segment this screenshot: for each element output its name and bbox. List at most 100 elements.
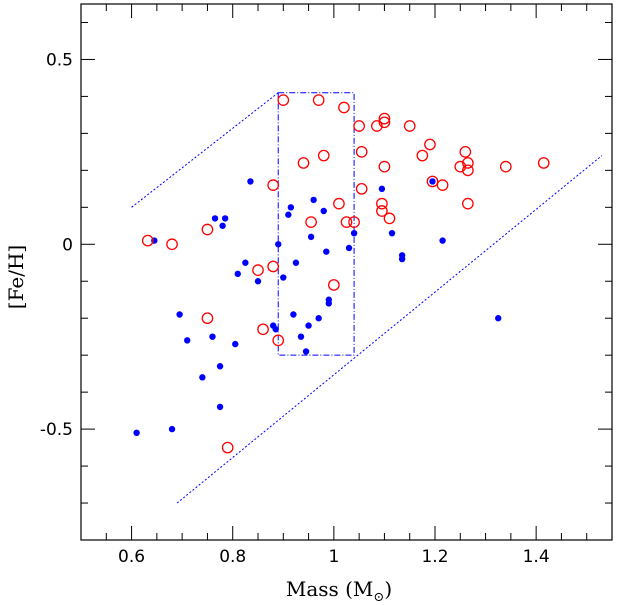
filled-point <box>219 222 226 229</box>
open-point <box>376 197 388 210</box>
filled-point <box>221 215 229 222</box>
filled-point <box>310 196 317 204</box>
open-point <box>317 149 330 162</box>
open-point <box>348 216 360 228</box>
open-point <box>499 160 512 173</box>
filled-point <box>378 185 386 193</box>
axis-ticks <box>80 4 613 541</box>
open-point <box>376 205 388 217</box>
open-point <box>166 238 178 251</box>
filled-point <box>211 215 219 222</box>
open-point <box>267 179 280 191</box>
open-point <box>333 197 345 210</box>
open-point <box>355 182 368 195</box>
plot-frame <box>80 3 613 541</box>
open-point <box>252 264 264 277</box>
selection-box <box>277 92 355 356</box>
filled-point <box>388 229 396 237</box>
filled-point <box>307 233 315 241</box>
filled-point <box>290 311 297 318</box>
y-tick-label: -0.5 <box>40 420 73 440</box>
filled-point <box>133 429 140 436</box>
x-axis-label: Mass (M⊙) <box>286 577 392 605</box>
open-point <box>454 160 467 173</box>
x-tick-label: 0.8 <box>219 547 246 567</box>
open-point <box>297 157 310 169</box>
filled-point <box>315 315 322 322</box>
filled-point <box>275 241 282 248</box>
open-point <box>426 175 439 188</box>
x-tick-label: 0.6 <box>118 547 145 567</box>
filled-point <box>216 403 224 411</box>
filled-point <box>323 248 330 255</box>
filled-point <box>292 259 300 266</box>
open-point <box>272 334 285 347</box>
filled-point <box>325 296 332 303</box>
y-tick-label: 0 <box>62 235 73 255</box>
filled-point <box>168 425 176 433</box>
filled-point <box>199 374 206 381</box>
filled-point <box>297 333 305 340</box>
filled-point <box>439 237 446 244</box>
open-point <box>353 120 365 132</box>
filled-point <box>302 348 310 355</box>
data-points <box>133 94 550 454</box>
open-point <box>462 157 474 169</box>
open-point <box>277 94 290 106</box>
filled-point <box>184 337 191 344</box>
open-point <box>462 164 474 177</box>
open-point <box>267 260 280 273</box>
diagonal-guide-line <box>176 155 603 504</box>
filled-point <box>305 322 312 329</box>
filled-point <box>285 211 292 218</box>
open-point <box>221 441 234 454</box>
tick-labels: 0.6 0.8 1 1.2 1.4 -0.5 0 0.5 <box>40 50 550 567</box>
filled-point <box>495 315 502 322</box>
filled-point <box>176 311 183 318</box>
filled-point <box>216 363 224 370</box>
open-point <box>378 112 391 125</box>
filled-point <box>209 333 216 340</box>
filled-point <box>287 204 295 211</box>
open-point <box>201 223 214 236</box>
open-point <box>370 120 383 132</box>
open-point <box>328 279 340 291</box>
guide-lines <box>131 92 603 504</box>
filled-point <box>232 340 239 348</box>
filled-point <box>234 270 241 278</box>
filled-point <box>320 207 327 215</box>
open-point <box>378 116 391 129</box>
x-tick-label: 1 <box>328 547 339 567</box>
filled-point <box>398 255 406 263</box>
diagonal-guide-line <box>131 92 279 208</box>
filled-point <box>429 178 436 185</box>
open-point <box>201 312 214 325</box>
filled-point <box>242 259 249 266</box>
x-tick-label: 1.2 <box>421 547 448 567</box>
open-point <box>416 149 429 162</box>
filled-point <box>247 178 254 185</box>
open-point <box>378 160 391 173</box>
open-point <box>383 212 396 225</box>
open-point <box>459 146 472 158</box>
filled-point <box>272 326 279 333</box>
open-point <box>257 323 269 336</box>
open-point <box>141 234 154 247</box>
open-point <box>340 216 353 228</box>
plot-area <box>80 3 613 541</box>
y-axis-label: [Fe/H] <box>4 245 28 309</box>
y-tick-label: 0.5 <box>46 50 73 70</box>
open-point <box>355 146 368 158</box>
open-point <box>338 101 350 114</box>
filled-point <box>345 244 353 252</box>
open-point <box>537 157 550 169</box>
filled-point <box>280 274 287 281</box>
open-point <box>462 197 474 210</box>
open-point <box>424 138 436 151</box>
x-tick-label: 1.4 <box>523 547 550 567</box>
filled-point <box>350 229 358 237</box>
open-point <box>305 216 317 228</box>
filled-point <box>254 278 262 285</box>
open-point <box>312 94 325 106</box>
